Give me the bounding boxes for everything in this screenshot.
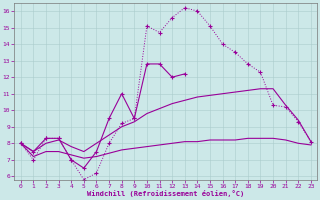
X-axis label: Windchill (Refroidissement éolien,°C): Windchill (Refroidissement éolien,°C) — [87, 190, 244, 197]
